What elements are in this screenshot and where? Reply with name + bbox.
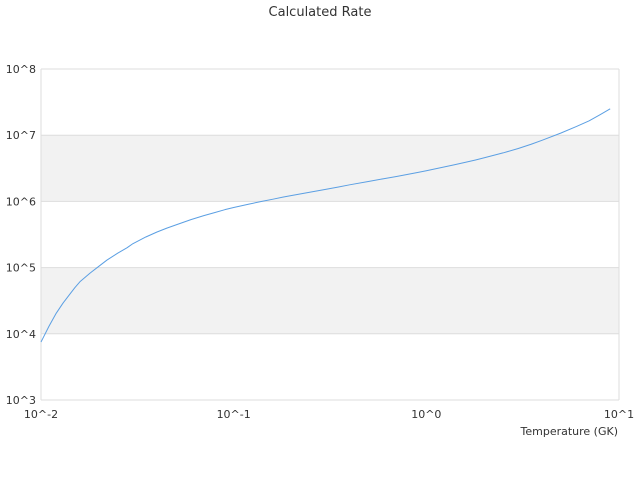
y-tick-labels: 10^3 10^4 10^5 10^6 10^7 10^8 [6,63,36,407]
grid-layer [40,68,620,401]
x-tick-label: 10^-2 [24,408,58,421]
x-tick-label: 10^1 [604,408,634,421]
y-tick-label: 10^7 [6,129,36,142]
x-tick-labels: 10^-2 10^-1 10^0 10^1 [24,408,634,421]
series-layer [40,108,611,343]
x-axis-label: Temperature (GK) [520,425,619,438]
y-tick-label: 10^4 [6,328,36,341]
x-tick-label: 10^0 [411,408,441,421]
y-tick-label: 10^3 [6,394,36,407]
grid-band [41,267,619,334]
y-tick-label: 10^5 [6,262,36,275]
y-tick-label: 10^8 [6,63,36,76]
rate-series-line [40,108,611,343]
x-tick-label: 10^-1 [217,408,251,421]
grid-band [41,135,619,202]
y-tick-label: 10^6 [6,195,36,208]
band-layer [41,135,619,334]
chart-title: Calculated Rate [269,5,372,20]
